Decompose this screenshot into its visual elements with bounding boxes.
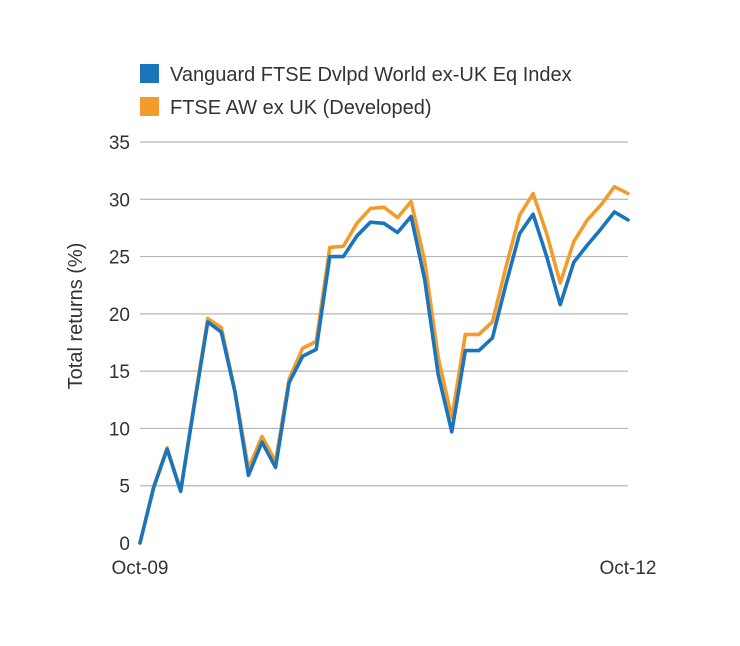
grid-lines	[140, 141, 628, 487]
x-tick-label-oct-09: Oct-09	[111, 558, 168, 579]
series-line-ftse-index	[138, 184, 630, 545]
y-tick-label-35: 35	[109, 133, 130, 154]
y-tick-label-10: 10	[109, 419, 130, 440]
series-lines	[138, 184, 630, 545]
x-tick-label-oct-12: Oct-12	[599, 558, 656, 579]
y-tick-label-25: 25	[109, 248, 130, 269]
y-axis-title: Total returns (%)	[65, 243, 87, 390]
y-tick-label-20: 20	[109, 305, 130, 326]
y-axis-ticks: 0 5 10 15 20 25 30 35	[109, 133, 130, 555]
y-tick-label-15: 15	[109, 362, 130, 383]
x-axis-ticks: Oct-09 Oct-12	[111, 558, 656, 579]
legend-swatch-vanguard-fund	[140, 64, 159, 83]
y-tick-label-30: 30	[109, 190, 130, 211]
legend-label-ftse-index: FTSE AW ex UK (Developed)	[170, 97, 432, 119]
y-tick-label-5: 5	[119, 477, 130, 498]
legend-label-vanguard-fund: Vanguard FTSE Dvlpd World ex-UK Eq Index	[170, 64, 572, 86]
series-line-vanguard-fund	[138, 210, 630, 545]
y-tick-label-0: 0	[119, 534, 130, 555]
legend-swatch-ftse-index	[140, 97, 159, 116]
legend: Vanguard FTSE Dvlpd World ex-UK Eq Index…	[140, 64, 572, 119]
